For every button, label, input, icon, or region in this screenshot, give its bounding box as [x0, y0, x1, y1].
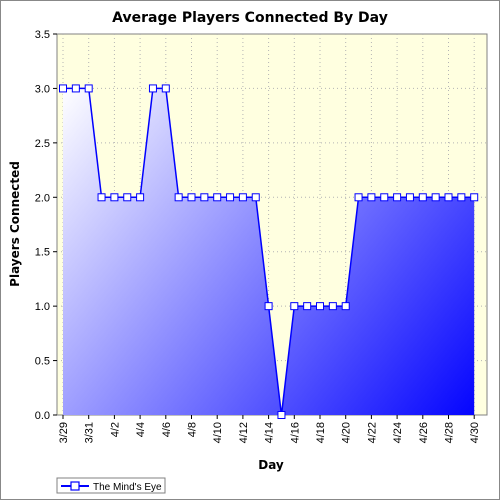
- legend-box: [56, 477, 166, 494]
- data-point: [393, 193, 402, 202]
- x-tick-label: 4/10: [212, 422, 224, 443]
- data-point: [290, 302, 299, 311]
- data-point: [380, 193, 389, 202]
- y-tick-label: 3.0: [35, 83, 50, 95]
- data-point: [59, 84, 67, 93]
- x-tick-label: 4/28: [444, 422, 456, 443]
- data-point: [123, 193, 132, 202]
- x-tick-label: 4/16: [289, 422, 301, 443]
- series-area: [63, 88, 475, 415]
- legend: The Mind's Eye: [56, 477, 166, 494]
- data-point: [354, 193, 363, 202]
- y-tick-label: 2.0: [35, 192, 50, 204]
- data-point: [303, 302, 312, 311]
- data-point: [405, 193, 414, 202]
- legend-marker: [70, 481, 80, 491]
- x-tick-label: 4/8: [187, 422, 199, 437]
- x-axis-ticks: 3/29 3/31 4/2 4/4 4/6 4/8 4/10 4/12 4/14 4/16 4/18…: [58, 415, 481, 443]
- data-point: [316, 302, 324, 311]
- data-point: [470, 193, 479, 202]
- data-point: [136, 193, 145, 202]
- data-point: [226, 193, 235, 202]
- x-tick-label: 4/20: [341, 422, 353, 443]
- x-tick-label: 4/4: [135, 422, 147, 437]
- data-point: [213, 193, 222, 202]
- data-point: [457, 193, 466, 202]
- data-point: [418, 193, 427, 202]
- data-point: [341, 302, 350, 311]
- data-point: [251, 193, 260, 202]
- data-point: [161, 84, 170, 93]
- data-point: [110, 193, 119, 202]
- area-layer: [63, 88, 475, 415]
- data-point: [367, 193, 376, 202]
- y-tick-label: 1.0: [35, 301, 50, 313]
- y-tick-label: 2.5: [35, 138, 50, 150]
- data-point: [148, 84, 157, 93]
- x-axis-label: Day: [258, 458, 284, 472]
- data-point: [187, 193, 196, 202]
- data-point: [444, 193, 453, 202]
- data-point: [97, 193, 106, 202]
- x-tick-label: 3/29: [58, 422, 70, 443]
- y-tick-label: 3.5: [35, 29, 50, 41]
- x-tick-label: 4/12: [238, 422, 250, 443]
- points-layer: [59, 84, 479, 419]
- y-axis-ticks: 0.0 0.5 1.0 1.5 2.0 2.5 3.0 3.5: [35, 29, 57, 422]
- data-point: [84, 84, 93, 93]
- data-point: [71, 84, 80, 93]
- data-point: [277, 411, 286, 419]
- y-tick-label: 0.5: [35, 356, 50, 368]
- x-tick-label: 4/2: [109, 422, 121, 437]
- data-point: [328, 302, 337, 311]
- legend-label: The Mind's Eye: [93, 482, 162, 493]
- x-tick-label: 4/30: [469, 422, 481, 443]
- data-point: [200, 193, 209, 202]
- data-point: [174, 193, 183, 202]
- chart-title: Average Players Connected By Day: [112, 10, 388, 26]
- data-point: [264, 302, 273, 311]
- y-tick-label: 0.0: [35, 410, 50, 422]
- x-tick-label: 3/31: [84, 422, 96, 443]
- x-tick-label: 4/24: [392, 422, 404, 443]
- y-tick-label: 1.5: [35, 247, 50, 259]
- data-point: [238, 193, 247, 202]
- x-tick-label: 4/14: [264, 422, 276, 443]
- x-tick-label: 4/22: [366, 422, 378, 443]
- x-tick-label: 4/26: [418, 422, 430, 443]
- data-point: [431, 193, 440, 202]
- y-axis-label: Players Connected: [8, 161, 22, 287]
- x-tick-label: 4/6: [161, 422, 173, 437]
- x-tick-label: 4/18: [315, 422, 327, 443]
